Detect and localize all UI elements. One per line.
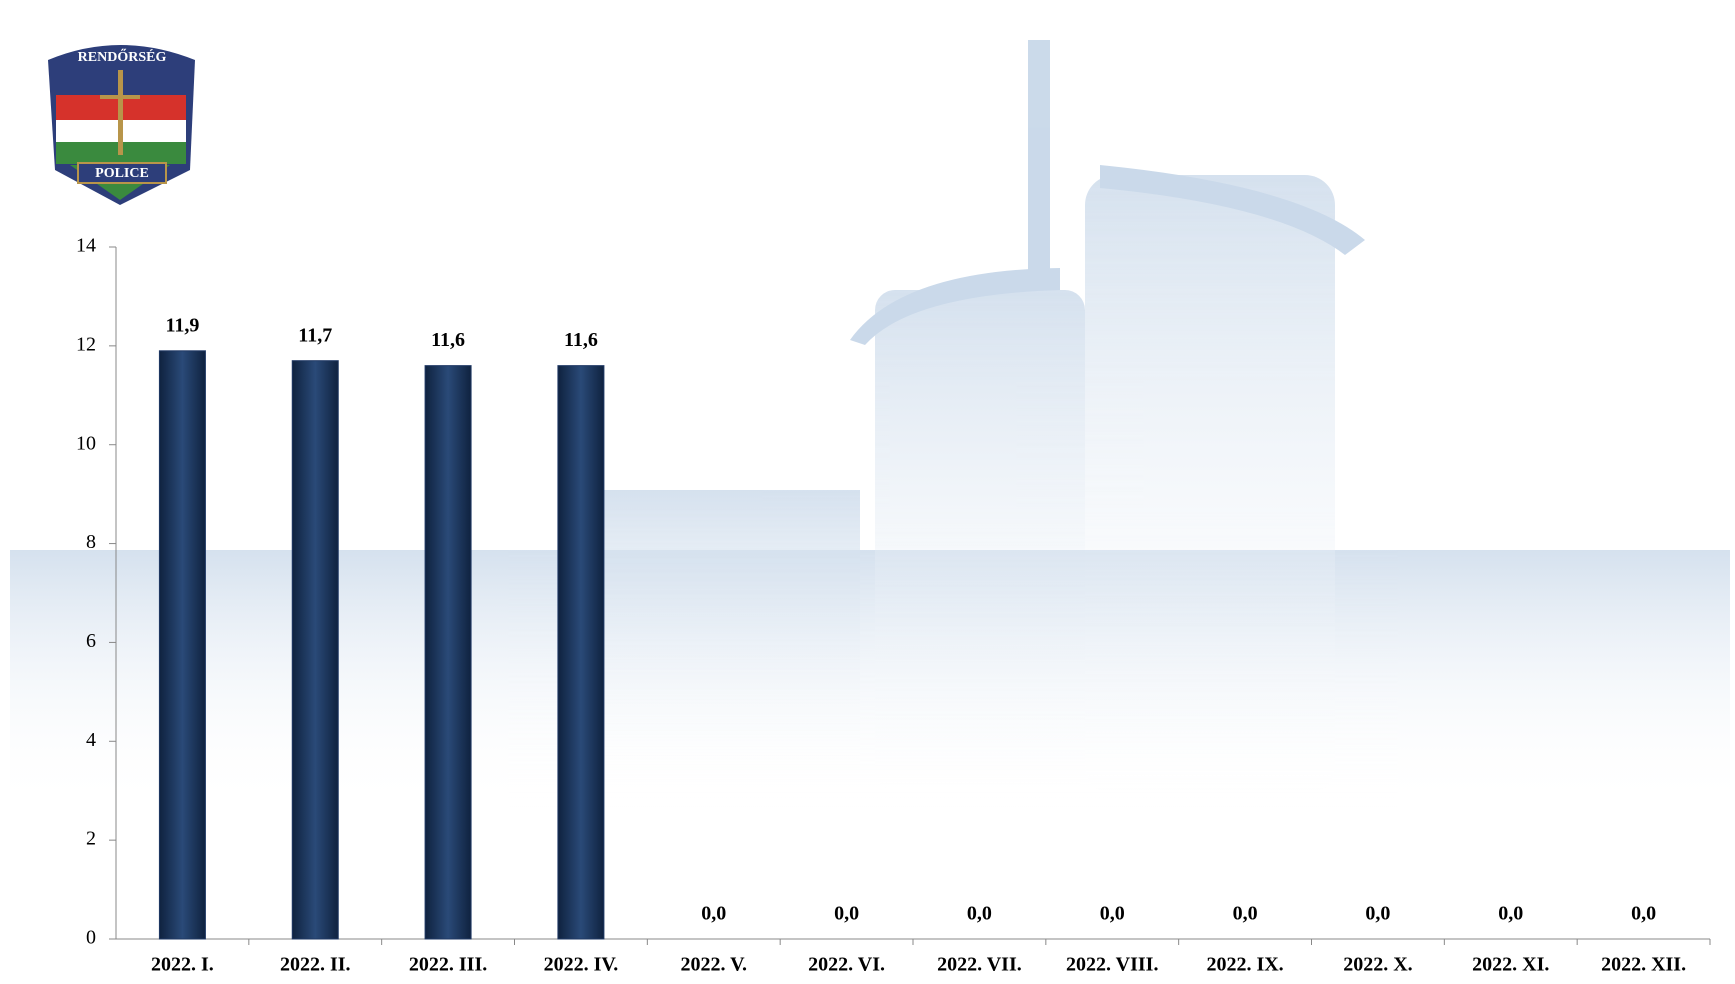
x-tick-label: 2022. VI. <box>808 954 885 976</box>
value-label: 0,0 <box>1365 903 1390 925</box>
y-tick-label: 6 <box>86 630 96 652</box>
logo-top-text: RENDŐRSÉG <box>78 48 167 65</box>
x-tick-label: 2022. I. <box>151 954 214 976</box>
y-tick-label: 12 <box>76 333 96 355</box>
x-tick-label: 2022. III. <box>409 954 487 976</box>
bar <box>424 365 472 940</box>
x-tick-label: 2022. VIII. <box>1066 954 1158 976</box>
value-label: 0,0 <box>1498 903 1523 925</box>
value-label: 0,0 <box>701 903 726 925</box>
y-tick-label: 0 <box>86 927 96 949</box>
value-label: 0,0 <box>1100 903 1125 925</box>
value-label: 0,0 <box>967 903 992 925</box>
value-label: 11,7 <box>298 324 332 346</box>
x-tick-label: 2022. IX. <box>1206 954 1283 976</box>
bar <box>291 360 339 940</box>
y-tick-label: 2 <box>86 828 96 850</box>
value-label: 11,6 <box>431 329 465 351</box>
value-label: 11,6 <box>564 329 598 351</box>
y-tick-label: 4 <box>86 729 96 751</box>
bar <box>557 365 605 940</box>
police-logo: RENDŐRSÉG POLICE <box>48 45 195 205</box>
value-label: 0,0 <box>1631 903 1656 925</box>
value-label: 0,0 <box>1233 903 1258 925</box>
x-tick-label: 2022. XI. <box>1472 954 1549 976</box>
background-building <box>10 40 1730 810</box>
value-label: 0,0 <box>834 903 859 925</box>
y-tick-label: 10 <box>76 432 96 454</box>
y-tick-label: 14 <box>76 235 96 257</box>
x-tick-label: 2022. II. <box>280 954 351 976</box>
x-tick-label: 2022. XII. <box>1601 954 1686 976</box>
logo-bottom-text: POLICE <box>95 166 149 181</box>
x-tick-label: 2022. VII. <box>937 954 1022 976</box>
x-tick-label: 2022. X. <box>1343 954 1412 976</box>
bar <box>158 350 206 940</box>
x-tick-label: 2022. V. <box>680 954 747 976</box>
x-tick-label: 2022. IV. <box>544 954 619 976</box>
y-tick-label: 8 <box>86 531 96 553</box>
value-label: 11,9 <box>165 314 199 336</box>
